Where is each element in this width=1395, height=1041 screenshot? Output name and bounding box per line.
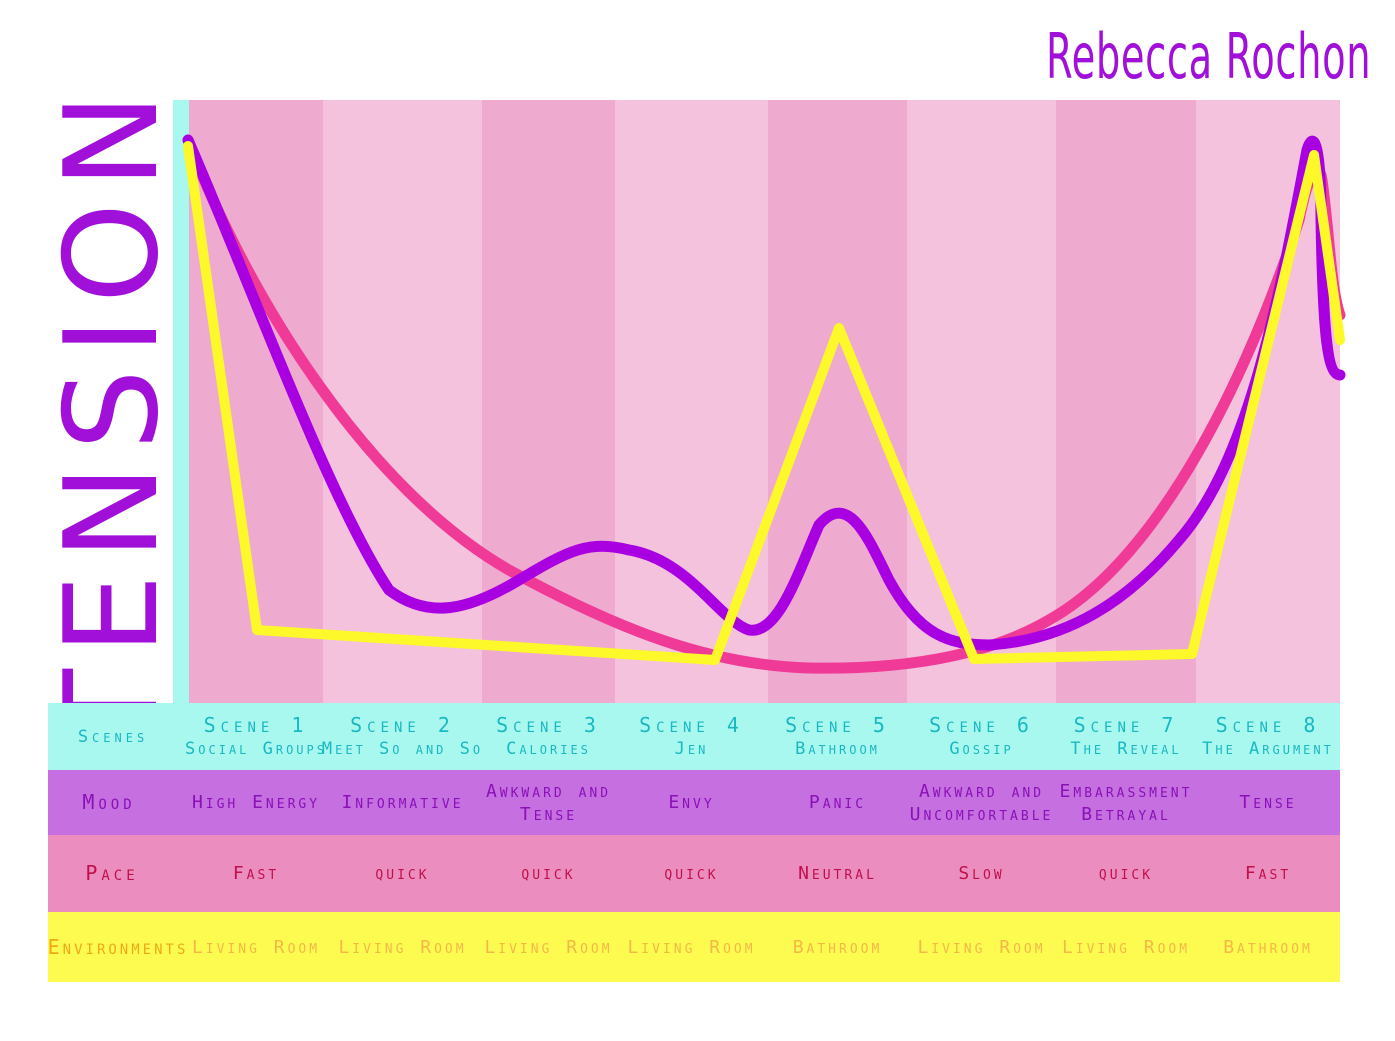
mood-cell-3: Awkward and Tense — [482, 770, 615, 835]
purple-tension-curve — [182, 134, 1346, 651]
mood-text: Embarassment — [1059, 780, 1193, 802]
environment-cell-6: Living Room — [917, 936, 1046, 958]
author-title: Rebecca Rochon — [1046, 20, 1372, 93]
scene-band-3 — [482, 100, 615, 703]
scene-cell-4: Scene 4 Jen — [615, 703, 768, 770]
mood-cell-8: Tense — [1196, 770, 1340, 835]
pace-cell-1: Fast — [232, 863, 280, 884]
scene-name: Calories — [506, 738, 591, 759]
y-axis-label: TENSION — [38, 79, 187, 747]
scene-cell-6: Scene 6 Gossip — [907, 703, 1056, 770]
environment-cell-5: Bathroom — [792, 936, 883, 958]
pace-cell-4: quick — [664, 863, 719, 884]
environments-row: Environments Living Room Living Room Liv… — [48, 912, 1340, 982]
scene-name: Social Groups — [185, 738, 327, 759]
scene-number: Scene 6 — [929, 712, 1034, 737]
scene-name: Meet So and So — [321, 738, 484, 759]
scene-cell-2: Scene 2 Meet So and So — [321, 703, 484, 770]
mood-text: Awkward and — [485, 780, 612, 802]
mood-text: Panic — [808, 792, 867, 813]
scene-band-4 — [615, 100, 768, 703]
mood-text: Betrayal — [1081, 803, 1171, 825]
scene-cell-3: Scene 3 Calories — [482, 703, 615, 770]
mood-text: Tense — [519, 803, 578, 825]
environment-cell-4: Living Room — [627, 936, 756, 958]
mood-cell-7: Embarassment Betrayal — [1056, 770, 1196, 835]
pace-row: Pace Fast quick quick quick Neutral Slow… — [48, 835, 1340, 912]
scene-name: The Argument — [1202, 738, 1334, 759]
scene-name: The Reveal — [1070, 738, 1182, 759]
mood-text: Envy — [668, 792, 715, 813]
scene-number: Scene 7 — [1073, 712, 1179, 737]
scene-number: Scene 8 — [1215, 712, 1321, 737]
pace-cell-6: Slow — [958, 863, 1005, 884]
scenes-row: Scenes Scene 1 Social Groups Scene 2 Mee… — [48, 703, 1340, 770]
scene-number: Scene 1 — [203, 712, 309, 737]
y-axis-label-text: TENSION — [38, 78, 187, 748]
environment-cell-8: Bathroom — [1223, 936, 1313, 958]
pace-cell-2: quick — [375, 863, 430, 884]
pace-cell-3: quick — [521, 863, 576, 884]
scene-band-6 — [907, 100, 1056, 703]
environment-cell-3: Living Room — [484, 936, 613, 958]
scene-number: Scene 2 — [350, 712, 455, 737]
mood-cell-6: Awkward and Uncomfortable — [907, 770, 1056, 835]
scene-number: Scene 5 — [785, 712, 890, 737]
mood-text: Awkward and — [918, 780, 1045, 802]
pace-cell-5: Neutral — [798, 863, 877, 884]
mood-cell-1: High Energy — [189, 770, 323, 835]
scene-name: Jen — [674, 738, 709, 759]
scenes-header: Scenes — [77, 726, 149, 747]
mood-text: Informative — [341, 792, 464, 813]
mood-text: Tense — [1239, 792, 1297, 813]
scene-band-5 — [768, 100, 907, 703]
tension-chart — [182, 100, 1346, 703]
mood-header: Mood — [82, 790, 136, 814]
scene-number: Scene 4 — [639, 712, 744, 737]
environment-cell-1: Living Room — [191, 936, 321, 958]
scene-cell-8: Scene 8 The Argument — [1196, 703, 1340, 770]
pace-cell-7: quick — [1098, 863, 1154, 884]
mood-cell-5: Panic — [768, 770, 907, 835]
pace-header: Pace — [85, 861, 139, 885]
mood-text: High Energy — [191, 792, 321, 813]
mood-cell-2: Informative — [323, 770, 482, 835]
scene-cell-1: Scene 1 Social Groups — [185, 703, 324, 770]
scene-cell-5: Scene 5 Bathroom — [768, 703, 907, 770]
environment-cell-2: Living Room — [338, 936, 467, 958]
scene-name: Bathroom — [795, 738, 880, 759]
y-axis-strip — [173, 100, 189, 703]
yellow-tension-line — [183, 141, 1345, 665]
environments-header: Environments — [47, 934, 189, 959]
pace-cell-8: Fast — [1244, 863, 1292, 884]
scene-name: Gossip — [949, 738, 1014, 759]
environment-cell-7: Living Room — [1061, 936, 1191, 958]
mood-text: Uncomfortable — [909, 803, 1054, 825]
pink-tension-curve — [182, 134, 1346, 674]
chart-lines — [182, 134, 1346, 674]
scene-cell-7: Scene 7 The Reveal — [1056, 703, 1196, 770]
mood-row: Mood High Energy Informative Awkward and… — [48, 770, 1340, 835]
mood-cell-4: Envy — [615, 770, 768, 835]
scene-number: Scene 3 — [496, 712, 601, 737]
